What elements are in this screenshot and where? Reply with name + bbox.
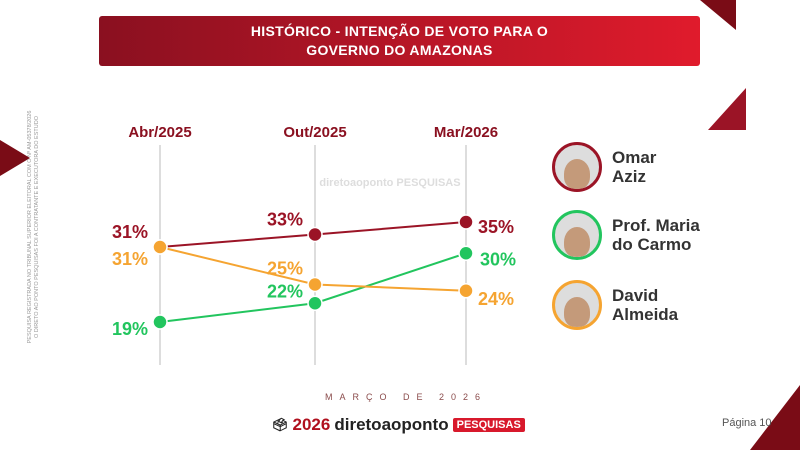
data-label: 33% [267,210,303,230]
title-line: HISTÓRICO - INTENÇÃO DE VOTO PARA O [250,23,549,39]
name-line: Omar [612,148,657,167]
decor-triangle [750,385,800,450]
data-point [307,276,323,293]
page-number: Página 10 [722,417,772,429]
candidate-photo [552,280,602,330]
category-label: Out/2025 [283,124,346,141]
brand-logo: 🗳 2026 diretoaoponto PESQUISAS [272,415,525,435]
data-point [458,214,474,230]
data-label: 22% [267,281,303,301]
data-label: 35% [478,217,514,237]
data-point [152,314,168,330]
survey-month: MARÇO DE 2026 [325,392,488,402]
data-label: 19% [112,319,148,339]
watermark: diretoaoponto PESQUISAS [319,177,460,189]
name-line: do Carmo [612,235,692,254]
title-line: GOVERNO DO AMAZONAS [306,42,493,58]
decor-triangle [700,0,736,30]
name-line: Almeida [612,305,679,324]
candidate-name: Omar Aziz [612,148,656,186]
data-point [458,245,474,261]
legend-candidate: David Almeida [552,280,678,330]
data-label: 24% [478,289,514,309]
data-label: 31% [112,249,148,269]
ballot-box-icon: 🗳 [272,417,289,432]
category-label: Abr/2025 [128,124,191,141]
name-line: David [612,286,659,305]
logo-brand: diretoaoponto [334,415,449,434]
logo-tag: PESQUISAS [452,418,525,432]
decor-triangle [708,88,746,130]
name-line: Aziz [612,167,646,186]
data-point [458,283,474,299]
candidate-name: David Almeida [612,286,678,324]
data-point [307,226,323,243]
logo-year: 2026 [292,415,331,434]
candidate-name: Prof. Maria do Carmo [612,216,700,254]
data-label: 30% [480,249,516,269]
decor-triangle [0,140,30,176]
legend-candidate: Omar Aziz [552,142,656,192]
legend-candidate: Prof. Maria do Carmo [552,210,700,260]
data-point [307,295,323,311]
category-label: Mar/2026 [434,124,498,141]
name-line: Prof. Maria [612,216,700,235]
data-label: 25% [267,259,303,279]
data-point [152,239,168,255]
data-label: 31% [112,222,148,242]
candidate-photo [552,142,602,192]
chart-title: HISTÓRICO - INTENÇÃO DE VOTO PARA O GOVER… [99,16,700,66]
candidate-photo [552,210,602,260]
